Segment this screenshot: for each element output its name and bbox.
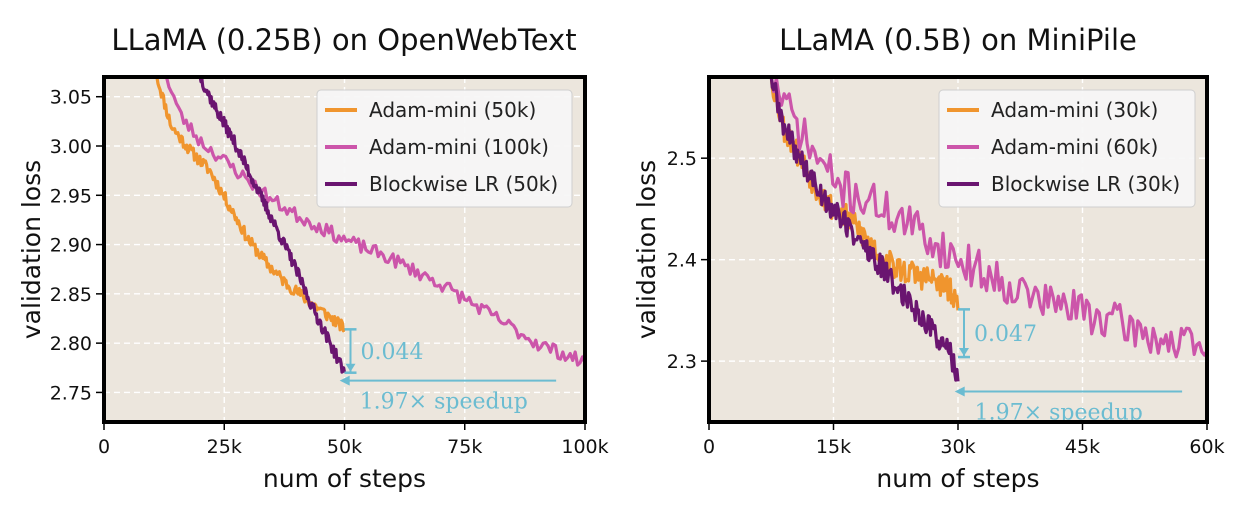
legend-entry-label: Adam-mini (30k) bbox=[991, 98, 1158, 122]
y-tick-label: 2.3 bbox=[667, 351, 697, 373]
annotation-bracket bbox=[958, 308, 970, 359]
chart-title: LLaMA (0.5B) on MiniPile bbox=[779, 23, 1137, 57]
legend: Adam-mini (30k) Adam-mini (60k) Blockwise … bbox=[938, 89, 1196, 208]
x-axis-title: num of steps bbox=[263, 464, 426, 493]
series-line-blockwise-lr-50k bbox=[198, 77, 347, 374]
y-tick-label: 2.85 bbox=[50, 284, 92, 306]
x-tick-label: 50k bbox=[327, 436, 362, 458]
x-tick-label: 0 bbox=[98, 436, 110, 458]
y-axis-title: validation loss bbox=[632, 160, 661, 339]
legend: Adam-mini (50k) Adam-mini (100k) Blockwise… bbox=[316, 89, 573, 208]
series-line-adam-mini-100k bbox=[164, 77, 585, 367]
x-axis-title: num of steps bbox=[876, 464, 1039, 493]
y-tick-label: 2.4 bbox=[667, 250, 697, 272]
legend-entry-label: Adam-mini (60k) bbox=[991, 135, 1158, 159]
x-tick-label: 75k bbox=[447, 436, 482, 458]
series-line-adam-mini-60k bbox=[769, 77, 1207, 359]
chart-panel-openwebtext: 0.044 1.97× speedup 0 25k 50k 75k 100k 2.75 2.80… bbox=[17, 23, 609, 493]
legend-entry-label: Adam-mini (100k) bbox=[369, 135, 549, 159]
y-tick-label: 2.75 bbox=[50, 382, 92, 404]
x-tick-label: 60k bbox=[1189, 436, 1224, 458]
plot-frame bbox=[707, 75, 1209, 424]
annotation-gap-label: 0.044 bbox=[361, 340, 424, 365]
y-tick-label: 2.80 bbox=[50, 333, 92, 355]
x-tick-label: 25k bbox=[207, 436, 242, 458]
y-tick-label: 3.05 bbox=[50, 87, 92, 109]
series-line-blockwise-lr-30k bbox=[769, 77, 960, 382]
annotation-arrow bbox=[339, 375, 557, 386]
y-tick-label: 3.00 bbox=[50, 136, 92, 158]
annotation-gap-label: 0.047 bbox=[974, 322, 1037, 347]
y-tick-label: 2.5 bbox=[667, 148, 697, 170]
plot-frame bbox=[102, 75, 587, 424]
x-tick-label: 15k bbox=[816, 436, 851, 458]
legend-entry-label: Adam-mini (50k) bbox=[369, 98, 536, 122]
annotation-bracket bbox=[344, 328, 357, 374]
legend-entry-label: Blockwise LR (30k) bbox=[991, 172, 1180, 196]
y-axis-title: validation loss bbox=[17, 160, 46, 339]
y-tick-label: 2.90 bbox=[50, 235, 92, 257]
x-tick-label: 30k bbox=[940, 436, 975, 458]
annotation-speedup-label: 1.97× speedup bbox=[360, 390, 528, 415]
y-tick-label: 2.95 bbox=[50, 185, 92, 207]
x-tick-label: 45k bbox=[1065, 436, 1100, 458]
chart-title: LLaMA (0.25B) on OpenWebText bbox=[111, 23, 576, 57]
annotation-arrow bbox=[954, 386, 1183, 397]
legend-entry-label: Blockwise LR (50k) bbox=[369, 172, 558, 196]
x-tick-label: 0 bbox=[703, 436, 715, 458]
x-tick-label: 100k bbox=[561, 436, 608, 458]
